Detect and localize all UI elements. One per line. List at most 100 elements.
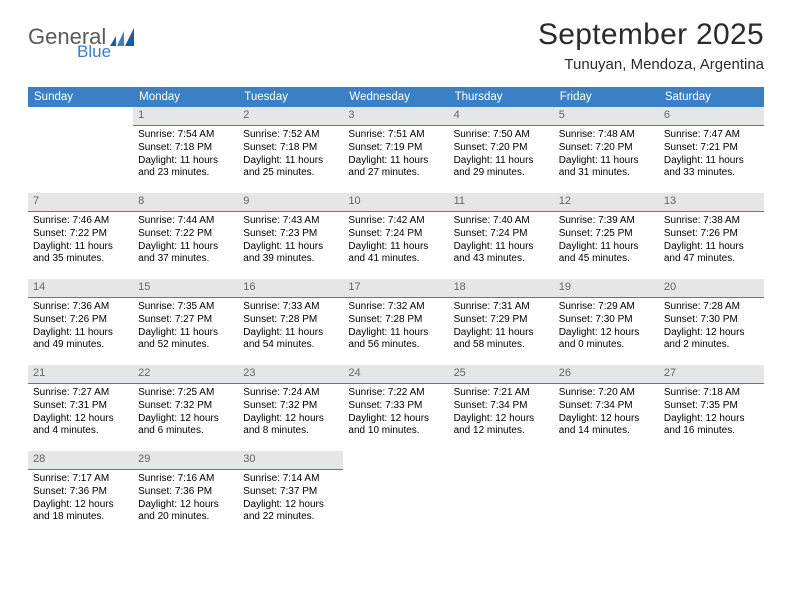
- day-data: Sunrise: 7:38 AMSunset: 7:26 PMDaylight:…: [659, 212, 764, 269]
- daylight-line: Daylight: 12 hours and 4 minutes.: [33, 413, 128, 438]
- daylight-line: Daylight: 12 hours and 10 minutes.: [348, 413, 443, 438]
- day-data: Sunrise: 7:28 AMSunset: 7:30 PMDaylight:…: [659, 298, 764, 355]
- sunrise-line: Sunrise: 7:14 AM: [243, 473, 338, 486]
- day-number: 17: [343, 279, 448, 298]
- calendar-cell: 18Sunrise: 7:31 AMSunset: 7:29 PMDayligh…: [449, 279, 554, 365]
- sunrise-line: Sunrise: 7:51 AM: [348, 129, 443, 142]
- sunset-line: Sunset: 7:27 PM: [138, 314, 233, 327]
- sunset-line: Sunset: 7:22 PM: [138, 228, 233, 241]
- day-number: 3: [343, 107, 448, 126]
- day-number: 25: [449, 365, 554, 384]
- calendar-cell: 27Sunrise: 7:18 AMSunset: 7:35 PMDayligh…: [659, 365, 764, 451]
- sunrise-line: Sunrise: 7:18 AM: [664, 387, 759, 400]
- sunset-line: Sunset: 7:36 PM: [33, 486, 128, 499]
- calendar-cell: 3Sunrise: 7:51 AMSunset: 7:19 PMDaylight…: [343, 107, 448, 193]
- sunrise-line: Sunrise: 7:24 AM: [243, 387, 338, 400]
- calendar-cell: 23Sunrise: 7:24 AMSunset: 7:32 PMDayligh…: [238, 365, 343, 451]
- sunrise-line: Sunrise: 7:25 AM: [138, 387, 233, 400]
- weekday-header: Tuesday: [238, 87, 343, 107]
- daylight-line: Daylight: 11 hours and 25 minutes.: [243, 155, 338, 180]
- calendar-week-row: 7Sunrise: 7:46 AMSunset: 7:22 PMDaylight…: [28, 193, 764, 279]
- day-number: 21: [28, 365, 133, 384]
- day-data: Sunrise: 7:39 AMSunset: 7:25 PMDaylight:…: [554, 212, 659, 269]
- daylight-line: Daylight: 11 hours and 52 minutes.: [138, 327, 233, 352]
- day-data: Sunrise: 7:14 AMSunset: 7:37 PMDaylight:…: [238, 470, 343, 527]
- sunset-line: Sunset: 7:18 PM: [138, 142, 233, 155]
- day-number: 8: [133, 193, 238, 212]
- location-text: Tunuyan, Mendoza, Argentina: [538, 56, 764, 73]
- calendar-cell: 17Sunrise: 7:32 AMSunset: 7:28 PMDayligh…: [343, 279, 448, 365]
- day-number: 26: [554, 365, 659, 384]
- calendar-cell: 2Sunrise: 7:52 AMSunset: 7:18 PMDaylight…: [238, 107, 343, 193]
- sunrise-line: Sunrise: 7:16 AM: [138, 473, 233, 486]
- day-number: 16: [238, 279, 343, 298]
- day-data: Sunrise: 7:44 AMSunset: 7:22 PMDaylight:…: [133, 212, 238, 269]
- day-data: Sunrise: 7:40 AMSunset: 7:24 PMDaylight:…: [449, 212, 554, 269]
- day-data: Sunrise: 7:46 AMSunset: 7:22 PMDaylight:…: [28, 212, 133, 269]
- day-number: 9: [238, 193, 343, 212]
- day-data: Sunrise: 7:25 AMSunset: 7:32 PMDaylight:…: [133, 384, 238, 441]
- day-data: Sunrise: 7:35 AMSunset: 7:27 PMDaylight:…: [133, 298, 238, 355]
- sunrise-line: Sunrise: 7:36 AM: [33, 301, 128, 314]
- day-data: Sunrise: 7:43 AMSunset: 7:23 PMDaylight:…: [238, 212, 343, 269]
- sunrise-line: Sunrise: 7:39 AM: [559, 215, 654, 228]
- day-data: Sunrise: 7:48 AMSunset: 7:20 PMDaylight:…: [554, 126, 659, 183]
- sunset-line: Sunset: 7:26 PM: [664, 228, 759, 241]
- calendar-cell: 12Sunrise: 7:39 AMSunset: 7:25 PMDayligh…: [554, 193, 659, 279]
- daylight-line: Daylight: 11 hours and 56 minutes.: [348, 327, 443, 352]
- sunset-line: Sunset: 7:34 PM: [454, 400, 549, 413]
- day-number: 20: [659, 279, 764, 298]
- daylight-line: Daylight: 11 hours and 58 minutes.: [454, 327, 549, 352]
- day-number: 12: [554, 193, 659, 212]
- daylight-line: Daylight: 11 hours and 27 minutes.: [348, 155, 443, 180]
- sunset-line: Sunset: 7:24 PM: [348, 228, 443, 241]
- sunrise-line: Sunrise: 7:47 AM: [664, 129, 759, 142]
- day-number: 19: [554, 279, 659, 298]
- sunset-line: Sunset: 7:26 PM: [33, 314, 128, 327]
- day-data: Sunrise: 7:52 AMSunset: 7:18 PMDaylight:…: [238, 126, 343, 183]
- day-number: 14: [28, 279, 133, 298]
- calendar-cell: 6Sunrise: 7:47 AMSunset: 7:21 PMDaylight…: [659, 107, 764, 193]
- daylight-line: Daylight: 12 hours and 18 minutes.: [33, 499, 128, 524]
- daylight-line: Daylight: 11 hours and 41 minutes.: [348, 241, 443, 266]
- sunrise-line: Sunrise: 7:42 AM: [348, 215, 443, 228]
- sunset-line: Sunset: 7:24 PM: [454, 228, 549, 241]
- day-data: Sunrise: 7:32 AMSunset: 7:28 PMDaylight:…: [343, 298, 448, 355]
- sunset-line: Sunset: 7:37 PM: [243, 486, 338, 499]
- sunset-line: Sunset: 7:25 PM: [559, 228, 654, 241]
- day-data: Sunrise: 7:24 AMSunset: 7:32 PMDaylight:…: [238, 384, 343, 441]
- sunrise-line: Sunrise: 7:20 AM: [559, 387, 654, 400]
- sunset-line: Sunset: 7:32 PM: [138, 400, 233, 413]
- calendar-cell: 28Sunrise: 7:17 AMSunset: 7:36 PMDayligh…: [28, 451, 133, 537]
- day-data: Sunrise: 7:17 AMSunset: 7:36 PMDaylight:…: [28, 470, 133, 527]
- weekday-header-row: Sunday Monday Tuesday Wednesday Thursday…: [28, 87, 764, 107]
- sunset-line: Sunset: 7:28 PM: [348, 314, 443, 327]
- sunrise-line: Sunrise: 7:48 AM: [559, 129, 654, 142]
- day-data: Sunrise: 7:50 AMSunset: 7:20 PMDaylight:…: [449, 126, 554, 183]
- day-number: 7: [28, 193, 133, 212]
- calendar-cell: 15Sunrise: 7:35 AMSunset: 7:27 PMDayligh…: [133, 279, 238, 365]
- daylight-line: Daylight: 11 hours and 29 minutes.: [454, 155, 549, 180]
- calendar-cell: 4Sunrise: 7:50 AMSunset: 7:20 PMDaylight…: [449, 107, 554, 193]
- sunrise-line: Sunrise: 7:44 AM: [138, 215, 233, 228]
- calendar-cell: 21Sunrise: 7:27 AMSunset: 7:31 PMDayligh…: [28, 365, 133, 451]
- day-number: 23: [238, 365, 343, 384]
- daylight-line: Daylight: 12 hours and 14 minutes.: [559, 413, 654, 438]
- title-block: September 2025 Tunuyan, Mendoza, Argenti…: [538, 18, 764, 73]
- sunrise-line: Sunrise: 7:33 AM: [243, 301, 338, 314]
- day-data: Sunrise: 7:16 AMSunset: 7:36 PMDaylight:…: [133, 470, 238, 527]
- weekday-header: Sunday: [28, 87, 133, 107]
- weekday-header: Thursday: [449, 87, 554, 107]
- calendar-week-row: .1Sunrise: 7:54 AMSunset: 7:18 PMDayligh…: [28, 107, 764, 193]
- calendar-cell: 7Sunrise: 7:46 AMSunset: 7:22 PMDaylight…: [28, 193, 133, 279]
- sunset-line: Sunset: 7:20 PM: [454, 142, 549, 155]
- calendar-cell: 24Sunrise: 7:22 AMSunset: 7:33 PMDayligh…: [343, 365, 448, 451]
- day-number: 11: [449, 193, 554, 212]
- sunset-line: Sunset: 7:36 PM: [138, 486, 233, 499]
- calendar-cell: 13Sunrise: 7:38 AMSunset: 7:26 PMDayligh…: [659, 193, 764, 279]
- sunrise-line: Sunrise: 7:29 AM: [559, 301, 654, 314]
- header: General Blue September 2025 Tunuyan, Men…: [28, 18, 764, 73]
- sunrise-line: Sunrise: 7:35 AM: [138, 301, 233, 314]
- logo-chart-icon: [110, 28, 136, 46]
- calendar-cell: 22Sunrise: 7:25 AMSunset: 7:32 PMDayligh…: [133, 365, 238, 451]
